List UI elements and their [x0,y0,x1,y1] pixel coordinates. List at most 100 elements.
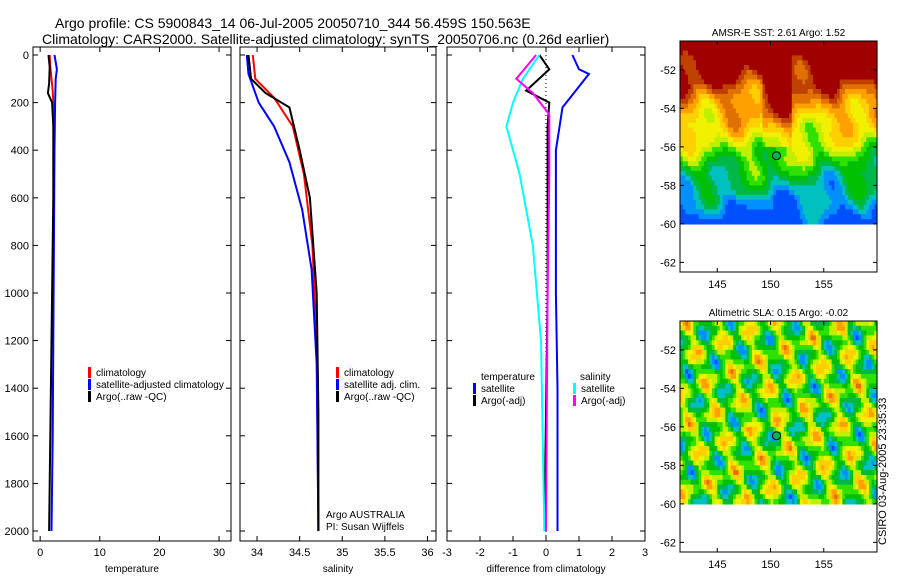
map-cell [823,113,828,119]
map-cell [730,398,734,404]
map-cell [735,330,740,336]
map-cell [722,108,726,114]
map-cell [799,402,804,409]
map-cell [682,354,686,361]
map-cell [789,132,793,138]
map-cell [688,354,692,361]
map-cell [704,65,708,71]
map-cell [791,335,796,341]
map-cell [698,137,702,143]
map-cell [749,402,753,409]
map-cell [831,219,835,225]
map-cell [741,359,745,365]
map-cell [762,142,766,148]
map-cell [696,412,700,418]
map-cell [810,199,814,206]
map-cell [791,209,796,215]
map-cell [861,431,865,438]
map-cell [757,65,761,71]
map-cell [842,321,846,327]
map-cell [680,60,684,66]
map-cell [794,195,798,201]
map-cell [757,402,761,409]
map-cell [874,398,878,404]
map-cell [818,325,822,332]
map-cell [818,199,822,206]
map-cell [725,84,729,90]
map-cell [789,378,793,385]
map-cell [786,378,790,385]
map-cell [802,69,806,76]
map-cell [762,55,766,61]
map-cell [746,166,750,172]
map-cell [831,369,835,375]
map-cell [749,98,753,105]
map-cell [690,41,694,47]
map-cell [847,383,851,389]
map-cell [727,209,732,215]
map-cell [714,166,718,172]
map-cell [717,166,721,172]
map-cell [786,204,790,210]
map-cell [717,412,721,418]
map-cell [682,166,686,172]
map-cell [861,398,865,404]
map-cell [823,195,828,201]
y-tick-label: 1000 [5,288,29,300]
map-cell [746,325,750,332]
map-cell [778,127,782,133]
map-cell [690,98,694,105]
map-cell [693,170,697,177]
map-cell [853,412,857,418]
map-cell [807,60,812,66]
map-cell [850,407,854,413]
map-cell [842,180,846,186]
map-cell [704,214,708,220]
map-cell [693,65,697,71]
map-cell [725,175,729,182]
map-cell [735,50,740,56]
map-cell [711,426,716,433]
map-cell [773,113,777,119]
map-cell [871,373,875,380]
map-cell [797,345,801,351]
map-cell [719,422,724,428]
map-cell [853,204,857,210]
map-cell [762,436,766,442]
map-cell [858,349,862,356]
map-cell [696,74,700,81]
map-cell [829,340,833,346]
map-cell [754,113,758,119]
map-cell [730,113,734,119]
map-cell [714,325,718,332]
map-cell [783,383,788,389]
map-cell [735,122,740,129]
map-cell [767,431,772,438]
map-cell [751,340,756,346]
map-cell [704,185,708,191]
map-cell [831,65,835,71]
map-cell [813,79,817,85]
map-cell [733,422,737,428]
map-cell [738,321,742,327]
map-cell [821,108,825,114]
map-cell [727,354,732,361]
map-cell [685,446,689,452]
map-cell [783,185,788,191]
map-cell [711,89,716,95]
map-cell [855,204,859,210]
map-cell [781,325,785,332]
map-cell [810,60,814,66]
map-cell [810,127,814,133]
map-cell [696,354,700,361]
map-cell [727,204,732,210]
map-cell [714,359,718,365]
map-cell [807,446,812,452]
map-cell [831,89,835,95]
map-cell [743,345,748,351]
map-cell [762,151,766,158]
map-cell [759,69,764,76]
map-cell [735,161,740,167]
map-cell [863,417,867,423]
